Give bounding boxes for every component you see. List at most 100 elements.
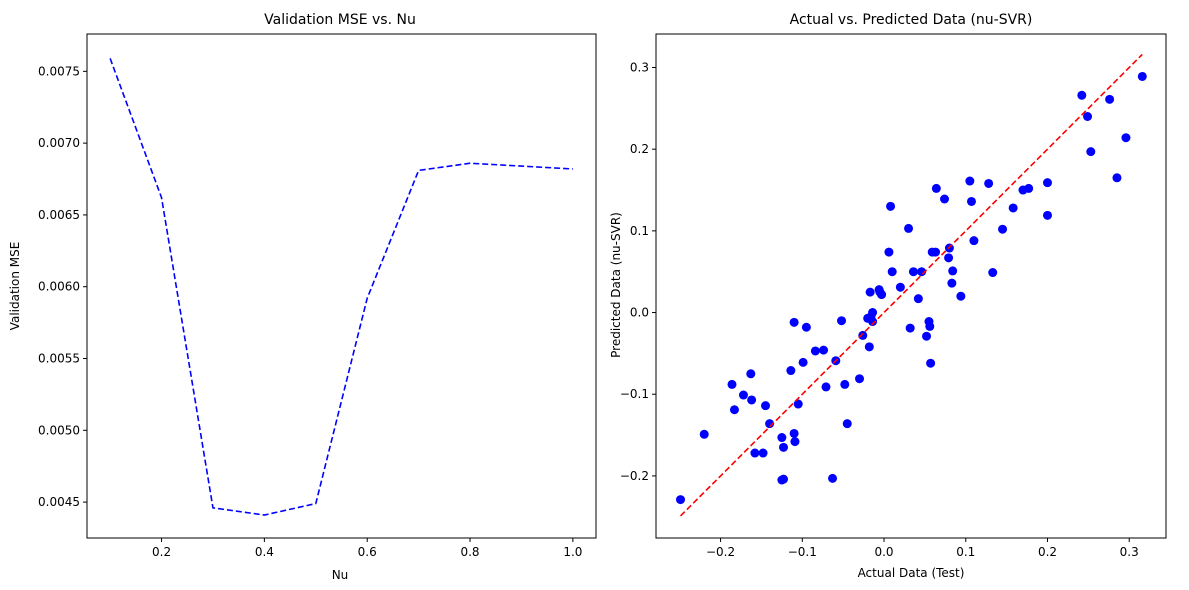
y-tick-label: 0.0070: [38, 136, 80, 150]
x-tick-label: 0.1: [956, 545, 975, 559]
left-chart: Validation MSE vs. Nu 0.2 0.4 0.6 0.8 1.0 0.…: [8, 12, 597, 582]
x-tick-label: 1.0: [563, 545, 582, 559]
scatter-point: [1077, 90, 1087, 100]
scatter-point: [747, 395, 757, 405]
y-tick-label: 0.0075: [38, 64, 80, 78]
scatter-point: [887, 267, 897, 277]
scatter-point: [819, 345, 829, 355]
scatter-point: [922, 331, 932, 341]
right-chart-y-ticks: −0.2 −0.1 0.0 0.1 0.2 0.3: [620, 60, 656, 483]
scatter-point: [947, 278, 957, 288]
x-tick-label: 0.6: [358, 545, 377, 559]
scatter-point: [801, 322, 811, 332]
scatter-point: [998, 224, 1008, 234]
x-tick-label: 0.4: [255, 545, 274, 559]
scatter-point: [1083, 112, 1093, 122]
right-chart-y-axis-label: Predicted Data (nu-SVR): [609, 212, 623, 358]
scatter-point: [779, 474, 788, 484]
left-chart-y-axis-label: Validation MSE: [8, 242, 22, 331]
scatter-point: [790, 437, 800, 447]
scatter-point: [828, 473, 838, 483]
scatter-point: [913, 294, 923, 304]
y-tick-label: 0.0060: [38, 280, 80, 294]
scatter-point: [984, 178, 994, 188]
x-tick-label: −0.2: [706, 545, 735, 559]
x-tick-label: −0.1: [788, 545, 817, 559]
scatter-point: [758, 448, 768, 458]
scatter-point: [931, 183, 941, 193]
scatter-point: [1121, 133, 1131, 143]
x-tick-label: 0.8: [460, 545, 479, 559]
y-tick-label: 0.0045: [38, 495, 80, 509]
scatter-point: [1042, 178, 1052, 188]
right-chart-x-axis-label: Actual Data (Test): [858, 566, 965, 580]
scatter-point: [864, 342, 874, 352]
scatter-point: [908, 267, 918, 277]
scatter-point: [855, 374, 865, 384]
scatter-point: [925, 321, 935, 331]
scatter-point: [944, 253, 954, 263]
x-tick-label: 0.2: [1038, 545, 1057, 559]
right-chart-title: Actual vs. Predicted Data (nu-SVR): [790, 12, 1033, 28]
scatter-point: [956, 291, 966, 301]
scatter-point: [988, 268, 998, 278]
y-tick-label: 0.0055: [38, 352, 80, 366]
y-tick-label: 0.3: [630, 60, 649, 74]
scatter-point: [886, 201, 896, 211]
scatter-point: [966, 196, 976, 206]
scatter-point: [761, 401, 771, 411]
y-tick-label: 0.1: [630, 224, 649, 238]
scatter-point: [868, 317, 878, 327]
scatter-point: [699, 429, 709, 439]
mse-line: [109, 58, 573, 516]
scatter-point: [810, 346, 820, 356]
scatter-point: [965, 176, 975, 186]
right-chart-plot-area: [676, 53, 1147, 517]
scatter-point: [821, 382, 831, 392]
left-chart-x-axis-label: Nu: [332, 568, 349, 582]
scatter-point: [1086, 147, 1096, 157]
x-tick-label: 0.3: [1120, 545, 1139, 559]
scatter-point: [1042, 210, 1052, 220]
scatter-point: [798, 357, 808, 367]
scatter-point: [837, 316, 847, 326]
scatter-point: [789, 428, 799, 438]
scatter-point: [729, 405, 739, 415]
x-tick-label: 0.2: [152, 545, 171, 559]
scatter-point: [905, 323, 915, 333]
left-chart-x-ticks: 0.2 0.4 0.6 0.8 1.0: [152, 538, 582, 559]
right-chart-frame: [655, 33, 1167, 539]
identity-line: [679, 53, 1143, 517]
scatter-point: [1008, 203, 1018, 213]
scatter-point: [786, 366, 796, 376]
scatter-point: [1112, 173, 1122, 183]
scatter-point: [931, 247, 941, 257]
scatter-point: [877, 290, 887, 300]
scatter-point: [1137, 71, 1147, 81]
left-chart-plot-area: [109, 58, 573, 516]
scatter-point: [746, 369, 756, 379]
scatter-point: [793, 399, 803, 409]
left-chart-frame: [86, 33, 597, 539]
scatter-point: [895, 282, 905, 292]
scatter-point: [779, 442, 788, 452]
scatter-point: [765, 419, 775, 429]
scatter-point: [969, 236, 979, 246]
y-tick-label: 0.0050: [38, 423, 80, 437]
scatter-point: [868, 308, 878, 318]
y-tick-label: 0.0: [630, 306, 649, 320]
scatter-point: [777, 433, 787, 443]
x-tick-label: 0.0: [874, 545, 893, 559]
scatter-point: [865, 287, 875, 297]
left-chart-y-ticks: 0.0045 0.0050 0.0055 0.0060 0.0065 0.0070 0.00…: [38, 64, 87, 509]
scatter-point: [1024, 183, 1034, 193]
scatter-point: [948, 266, 958, 276]
y-tick-label: −0.1: [620, 387, 649, 401]
scatter-point: [840, 379, 850, 389]
scatter-point: [750, 448, 760, 458]
left-chart-title: Validation MSE vs. Nu: [264, 12, 416, 28]
right-chart: Actual vs. Predicted Data (nu-SVR) −0.2 −…: [609, 12, 1167, 580]
scatter-point: [940, 194, 950, 204]
scatter-point: [904, 223, 914, 233]
